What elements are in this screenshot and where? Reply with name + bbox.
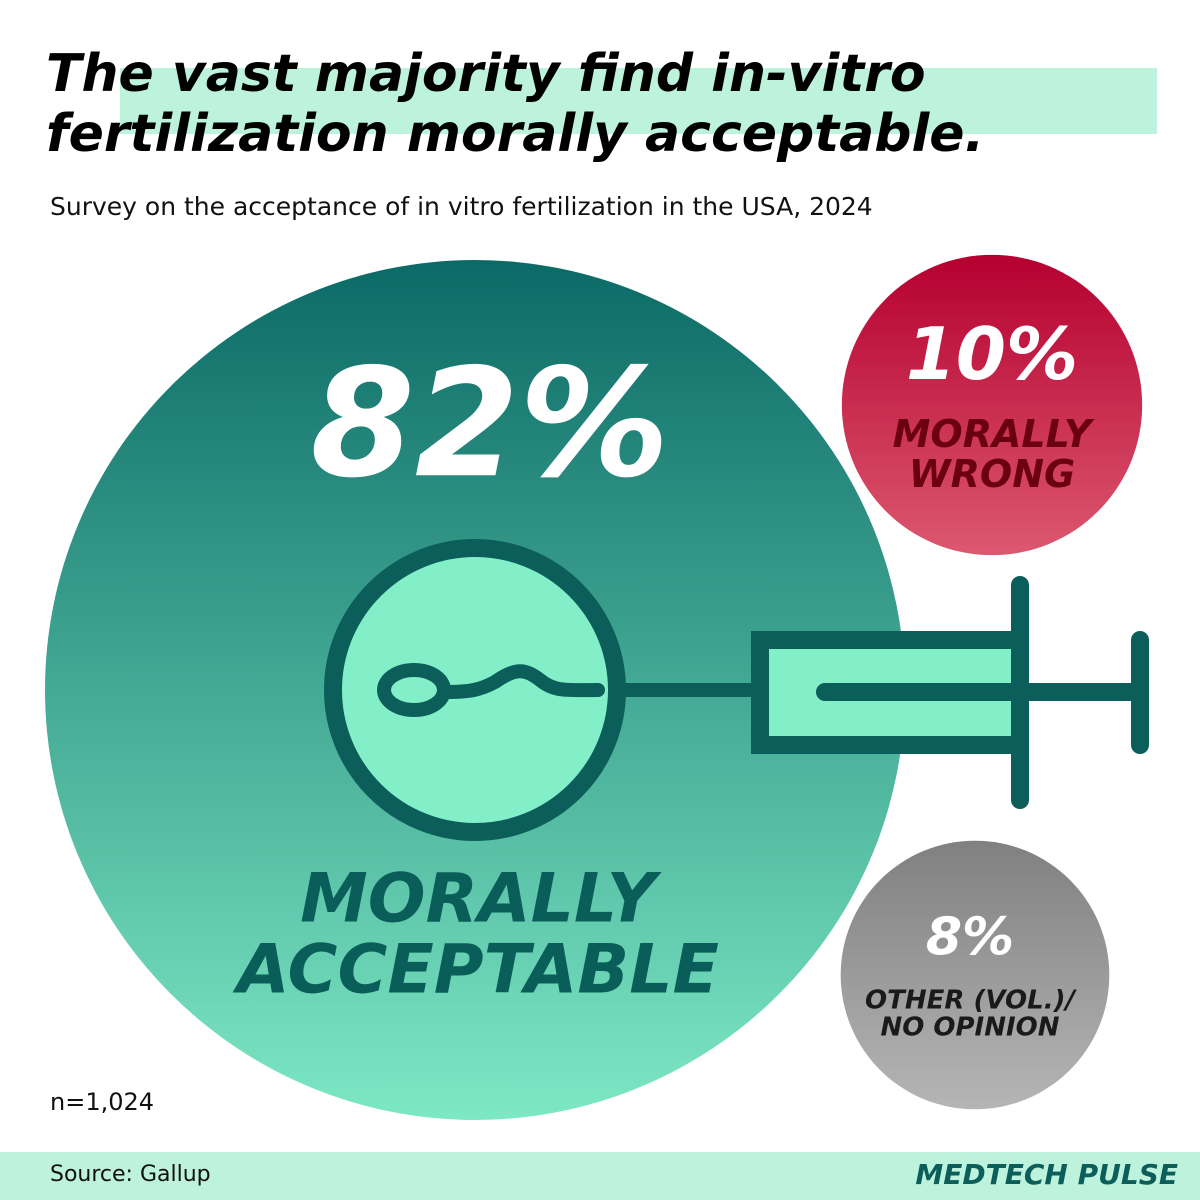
sample-size: n=1,024 bbox=[50, 1088, 155, 1116]
value-label: 8% bbox=[925, 907, 1015, 968]
bubble bbox=[841, 254, 1143, 556]
chart-title: The vast majority find in-vitro fertiliz… bbox=[46, 44, 985, 164]
chart-subtitle: Survey on the acceptance of in vitro fer… bbox=[50, 192, 873, 221]
category-label: OTHER (VOL.)/ NO OPINION bbox=[865, 985, 1075, 1043]
category-label: MORALLY ACCEPTABLE bbox=[237, 859, 719, 1010]
value-label: 82% bbox=[310, 337, 670, 512]
ivf-icon bbox=[324, 539, 1149, 841]
footer-band bbox=[0, 1152, 1200, 1200]
brand: MEDTECH PULSE bbox=[915, 1158, 1178, 1191]
bubble bbox=[840, 840, 1110, 1110]
source: Source: Gallup bbox=[50, 1162, 211, 1187]
category-label: MORALLY WRONG bbox=[892, 412, 1092, 496]
value-label: 10% bbox=[905, 312, 1079, 397]
title-highlight bbox=[120, 68, 1157, 134]
